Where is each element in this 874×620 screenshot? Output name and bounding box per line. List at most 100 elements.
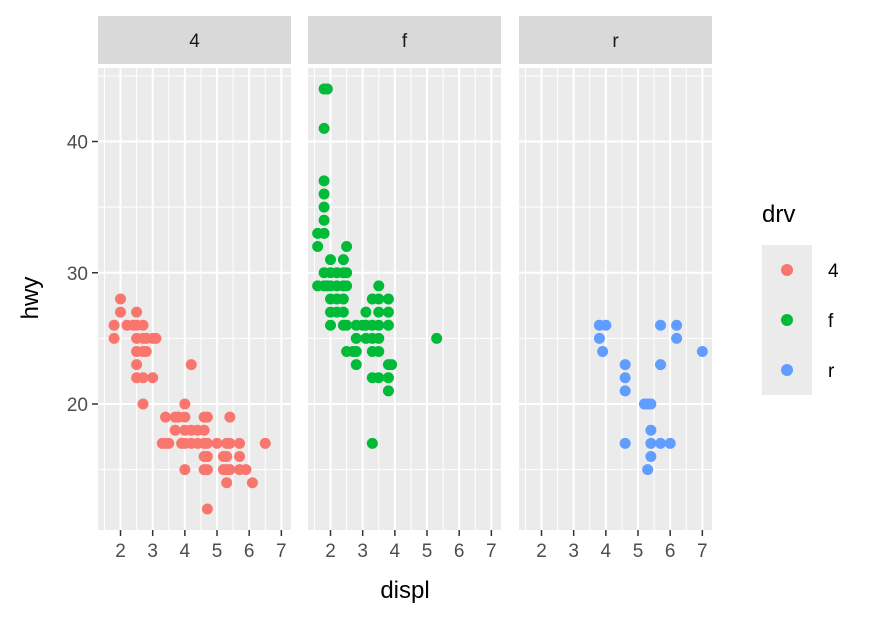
data-point [350, 332, 362, 344]
data-point [221, 451, 233, 462]
y-tick-label: 30 [67, 264, 88, 285]
data-point [201, 437, 213, 449]
data-point [137, 398, 149, 410]
x-tick-label: 7 [276, 541, 287, 562]
data-point [373, 293, 385, 305]
x-tick-label: 4 [180, 541, 191, 562]
data-point [140, 346, 152, 357]
data-point [366, 437, 378, 449]
data-point [318, 214, 330, 226]
x-tick-label: 5 [422, 541, 433, 562]
data-point [224, 464, 236, 476]
facet-strip-label: r [612, 31, 619, 52]
data-point [234, 437, 246, 449]
data-point [593, 332, 605, 344]
data-point [221, 477, 233, 489]
data-point [645, 437, 657, 449]
y-tick-label: 40 [67, 133, 88, 154]
legend-label: 4 [828, 261, 839, 282]
panel-background [98, 68, 291, 530]
data-point [373, 319, 385, 331]
data-point [201, 464, 213, 476]
data-point [185, 359, 197, 371]
x-tick-label: 7 [486, 541, 497, 562]
data-point [163, 437, 175, 449]
facet-strip [98, 16, 291, 64]
data-point [382, 306, 394, 318]
data-point [115, 306, 127, 318]
data-point [350, 359, 362, 371]
x-axis-title: displ [380, 577, 429, 604]
data-point [201, 451, 213, 462]
data-point [655, 359, 667, 371]
data-point [337, 254, 349, 266]
facet-panel-f: f [308, 16, 501, 530]
data-point [179, 411, 191, 423]
data-point [597, 346, 609, 357]
facet-panel-4: 4 [98, 16, 291, 530]
data-point [259, 437, 271, 449]
x-tick-label: 4 [390, 541, 401, 562]
legend-label: f [828, 311, 834, 332]
data-point [337, 306, 349, 318]
data-point [619, 359, 631, 371]
data-point [664, 437, 676, 449]
data-point [382, 385, 394, 397]
data-point [137, 319, 149, 331]
data-point [360, 306, 372, 318]
data-point [373, 306, 385, 318]
data-point [318, 201, 330, 213]
data-point [108, 319, 120, 331]
facet-panels: 4 f r [98, 16, 712, 530]
data-point [240, 464, 252, 476]
data-point [341, 319, 353, 331]
x-tick-label: 7 [697, 541, 708, 562]
x-tick-label: 2 [536, 541, 547, 562]
x-tick-label: 6 [454, 541, 465, 562]
data-point [224, 411, 236, 423]
panel-background [519, 68, 712, 530]
data-point [645, 451, 657, 462]
x-tick-label: 5 [633, 541, 644, 562]
data-point [696, 346, 708, 357]
data-point [325, 319, 337, 331]
data-point [341, 267, 353, 279]
data-point [431, 332, 443, 344]
y-tick-label: 20 [67, 395, 88, 416]
data-point [198, 424, 210, 436]
data-point [619, 437, 631, 449]
legend-key-f [781, 314, 793, 326]
x-tick-label: 5 [212, 541, 223, 562]
data-point [108, 332, 120, 344]
data-point [201, 411, 213, 423]
legend-key-r [781, 364, 793, 376]
data-point [655, 319, 667, 331]
x-tick-label: 3 [568, 541, 579, 562]
data-point [642, 464, 654, 476]
x-tick-label: 2 [115, 541, 126, 562]
y-axis-title: hwy [17, 277, 44, 320]
data-point [373, 372, 385, 384]
data-point [386, 359, 398, 371]
facet-strip [308, 16, 501, 64]
data-point [224, 437, 236, 449]
data-point [341, 280, 353, 292]
legend-title: drv [762, 201, 795, 228]
data-point [373, 346, 385, 357]
legend: drv 4 f r [762, 201, 839, 395]
data-point [318, 122, 330, 134]
data-point [619, 385, 631, 397]
data-point [645, 424, 657, 436]
data-point [137, 372, 149, 384]
data-point [373, 332, 385, 344]
data-point [350, 346, 362, 357]
facet-strip [519, 16, 712, 64]
data-point [671, 319, 683, 331]
x-tick-label: 2 [325, 541, 336, 562]
data-point [169, 424, 181, 436]
data-point [179, 464, 191, 476]
data-point [382, 319, 394, 331]
data-point [671, 332, 683, 344]
data-point [147, 372, 159, 384]
